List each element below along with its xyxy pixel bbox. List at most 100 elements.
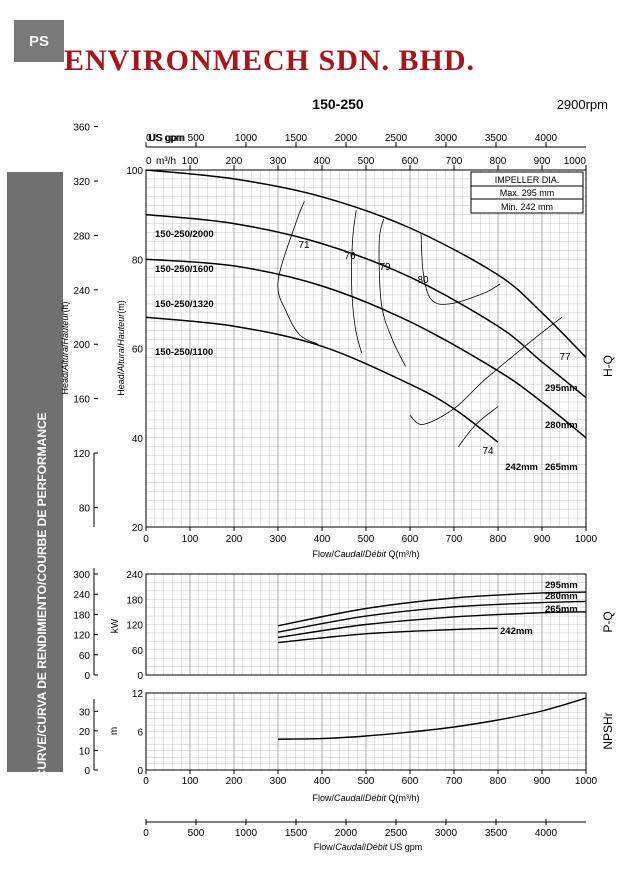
m3h-top-tick-label: 900 — [534, 156, 551, 167]
hq-curve-265mm — [145, 258, 587, 439]
npsh-x-tick-label: 0 — [143, 776, 149, 787]
npsh-curve — [277, 697, 587, 740]
npsh-ft-tick-label: 10 — [79, 746, 91, 757]
hq-model-label-280mm: 150-250/1600 — [155, 264, 214, 275]
efficiency-label-76: 76 — [344, 251, 356, 262]
hq-curve-295mm — [145, 169, 587, 358]
efficiency-curve-71 — [277, 201, 318, 345]
m3h-top-tick-label: 200 — [226, 156, 243, 167]
hq-x-tick-label: 100 — [182, 534, 199, 545]
hq-series-label-280mm: 280mm — [545, 420, 578, 431]
hq-x-tick-label: 1000 — [575, 534, 598, 545]
efficiency-curve-77 — [409, 316, 563, 425]
hq-ft-tick-label: 320 — [73, 177, 90, 188]
hq-series-label-242mm: 242mm — [505, 462, 538, 473]
efficiency-curve-76 — [351, 210, 362, 354]
pq-series-label-265mm: 265mm — [545, 604, 578, 615]
hq-x-tick-label: 700 — [446, 534, 463, 545]
hq-x-tick-label: 400 — [314, 534, 331, 545]
usgpm-top-axis-title: US gpm — [149, 133, 185, 144]
usgpm-bottom-tick-label: 500 — [188, 828, 205, 839]
efficiency-curves — [277, 201, 563, 447]
impeller-box — [470, 171, 584, 214]
impeller-title: IMPELLER DIA. — [495, 175, 560, 185]
hq-series-label-295mm: 295mm — [545, 383, 578, 394]
usgpm-bottom-tick-label: 1000 — [235, 828, 258, 839]
npsh-ft-tick-label: 20 — [79, 727, 91, 738]
efficiency-label-77: 77 — [559, 352, 571, 363]
npsh-x-tick-label: 200 — [226, 776, 243, 787]
usgpm-top-tick-label: 500 — [188, 133, 205, 144]
pq-curve-280mm — [277, 600, 587, 633]
hq-y-tick-label: 60 — [132, 345, 144, 356]
hq-y-tick-label: 20 — [132, 523, 144, 534]
hq-ft-tick-label: 120 — [73, 449, 90, 460]
pq-left-tick-label: 240 — [73, 590, 90, 601]
npsh-x-tick-label: 400 — [314, 776, 331, 787]
usgpm-top-zero: 0 — [146, 133, 152, 144]
hq-ft-tick-label: 200 — [73, 340, 90, 351]
usgpm-bottom-tick-label: 3000 — [435, 828, 458, 839]
npsh-x-tick-label: 500 — [358, 776, 375, 787]
pq-left-tick-label: 120 — [73, 631, 90, 642]
hq-x-tick-label: 300 — [270, 534, 287, 545]
impeller-min: Min. 242 mm — [501, 202, 553, 212]
usgpm-bottom-tick-label: 2500 — [385, 828, 408, 839]
efficiency-label-79: 79 — [379, 262, 391, 273]
hq-x-axis-title: Flow/Caudal/Débit Q(m³/h) — [312, 549, 419, 559]
m3h-top-tick-label: 600 — [402, 156, 419, 167]
usgpm-top-tick-label: 2500 — [385, 133, 408, 144]
usgpm-bottom-tick-label: 2000 — [335, 828, 358, 839]
npsh-ft-tick-label: 0 — [84, 766, 90, 777]
pq-kw-tick-label: 240 — [126, 570, 143, 581]
pq-curve-242mm — [277, 627, 499, 644]
hq-x-tick-label: 600 — [402, 534, 419, 545]
sidebar-banner: PERFORMANCE CURVE/CURVA DE RENDIMIENTO/C… — [7, 172, 63, 876]
efficiency-curve-79 — [378, 219, 406, 367]
npsh-x-tick-label: 600 — [402, 776, 419, 787]
hq-x-tick-label: 800 — [490, 534, 507, 545]
pq-kw-tick-label: 120 — [126, 621, 143, 632]
npsh-x-tick-label: 800 — [490, 776, 507, 787]
impeller-max: Max. 295 mm — [500, 188, 555, 198]
model-title: 150-250 — [312, 96, 364, 112]
npsh-m-tick-label: 6 — [137, 728, 143, 739]
m3h-top-tick-label: 700 — [446, 156, 463, 167]
usgpm-top-tick-label: 1000 — [235, 133, 258, 144]
efficiency-label-71: 71 — [298, 240, 310, 251]
usgpm-bottom-tick-label: 0 — [143, 828, 149, 839]
hq-x-tick-label: 200 — [226, 534, 243, 545]
pq-kw-tick-label: 0 — [137, 671, 143, 682]
hq-model-label-265mm: 150-250/1320 — [155, 299, 214, 310]
hq-m-axis-title: Head/Altura/Hauteur(m) — [116, 300, 126, 396]
axes-layer — [93, 126, 587, 825]
pq-series-label-242mm: 242mm — [500, 626, 533, 637]
hq-side-label: H-Q — [601, 355, 615, 377]
npsh-x-tick-label: 300 — [270, 776, 287, 787]
pq-unit-label: kW — [110, 618, 121, 633]
usgpm-top-tick-label: 2000 — [335, 133, 358, 144]
pq-left-tick-label: 0 — [84, 671, 90, 682]
hq-x-tick-label: 900 — [534, 534, 551, 545]
m3h-top-tick-label: 500 — [358, 156, 375, 167]
pq-kw-tick-label: 180 — [126, 595, 143, 606]
usgpm-bottom-axis-title: Flow/Caudal/Débit US gpm — [314, 842, 423, 852]
pq-curve-295mm — [277, 591, 587, 627]
usgpm-top-tick-label: 4000 — [535, 133, 558, 144]
hq-curve-280mm — [145, 213, 587, 399]
hq-curve-242mm — [145, 316, 499, 443]
npsh-m-tick-label: 12 — [132, 689, 144, 700]
hq-y-tick-label: 80 — [132, 255, 144, 266]
npsh-m-tick-label: 0 — [137, 766, 143, 777]
m3h-top-tick-label: 800 — [490, 156, 507, 167]
series-curves — [145, 169, 587, 740]
speed-label: 2900rpm — [557, 97, 608, 112]
m3h-top-tick-label: 1000 — [564, 156, 587, 167]
hq-ft-tick-label: 280 — [73, 231, 90, 242]
hq-ft-tick-label: 360 — [73, 123, 90, 134]
npsh-x-tick-label: 1000 — [575, 776, 598, 787]
npsh-unit-label: m — [109, 727, 120, 735]
grid-layer — [145, 169, 587, 771]
hq-model-label-295mm: 150-250/2000 — [155, 229, 214, 240]
efficiency-label-74: 74 — [482, 446, 494, 457]
